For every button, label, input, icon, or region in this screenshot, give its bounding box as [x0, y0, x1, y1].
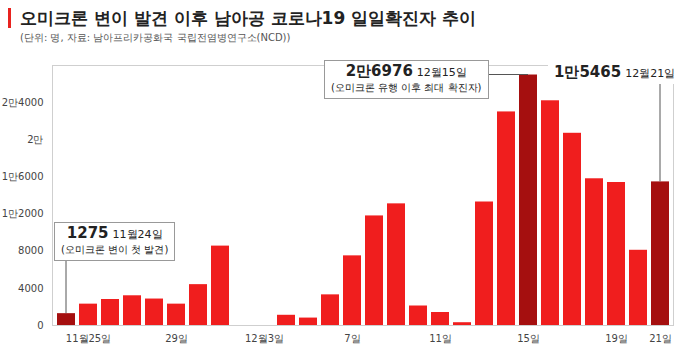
html-text:(오미크론 유행 이후 최대 확진자): (오미크론 유행 이후 최대 확진자): [331, 82, 482, 93]
svg-text:15일: 15일: [517, 333, 540, 344]
svg-text:2만4000: 2만4000: [2, 97, 44, 108]
svg-text:21일: 21일: [649, 333, 672, 344]
svg-text:4000: 4000: [18, 283, 43, 294]
svg-text:11월25일: 11월25일: [66, 333, 111, 344]
html-text:12월15일: 12월15일: [416, 66, 467, 79]
svg-text:19일: 19일: [605, 333, 628, 344]
svg-text:1만6000: 1만6000: [2, 171, 44, 182]
svg-text:7일: 7일: [344, 333, 360, 344]
html-text:오미크론 변이 발견 이후 남아공 코로나19 일일확진자: 오미크론 변이 발견 이후 남아공 코로나19 일일확진자 추이: [20, 8, 477, 28]
svg-text:11일: 11일: [429, 333, 452, 344]
html-text:1275: 1275: [66, 224, 109, 242]
html-text:1만5465: 1만5465: [554, 63, 622, 81]
svg-text:8000: 8000: [18, 245, 43, 256]
svg-text:2만: 2만: [27, 134, 43, 145]
svg-text:0: 0: [37, 320, 43, 331]
html-text:11월24일: 11월24일: [112, 228, 163, 241]
html-text:(오미크론 변이 첫 발견): (오미크론 변이 첫 발견): [61, 244, 169, 255]
html-text:(단위: 명, 자료: 남아프리카공화국 국립전염병연구소(: (단위: 명, 자료: 남아프리카공화국 국립전염병연구소(NCD)): [20, 32, 291, 43]
svg-text:1만2000: 1만2000: [2, 208, 44, 219]
svg-text:29일: 29일: [165, 333, 188, 344]
svg-text:12월3일: 12월3일: [245, 333, 284, 344]
html-text:2만6976: 2만6976: [345, 62, 413, 80]
html-text:12월21일: 12월21일: [625, 67, 676, 80]
